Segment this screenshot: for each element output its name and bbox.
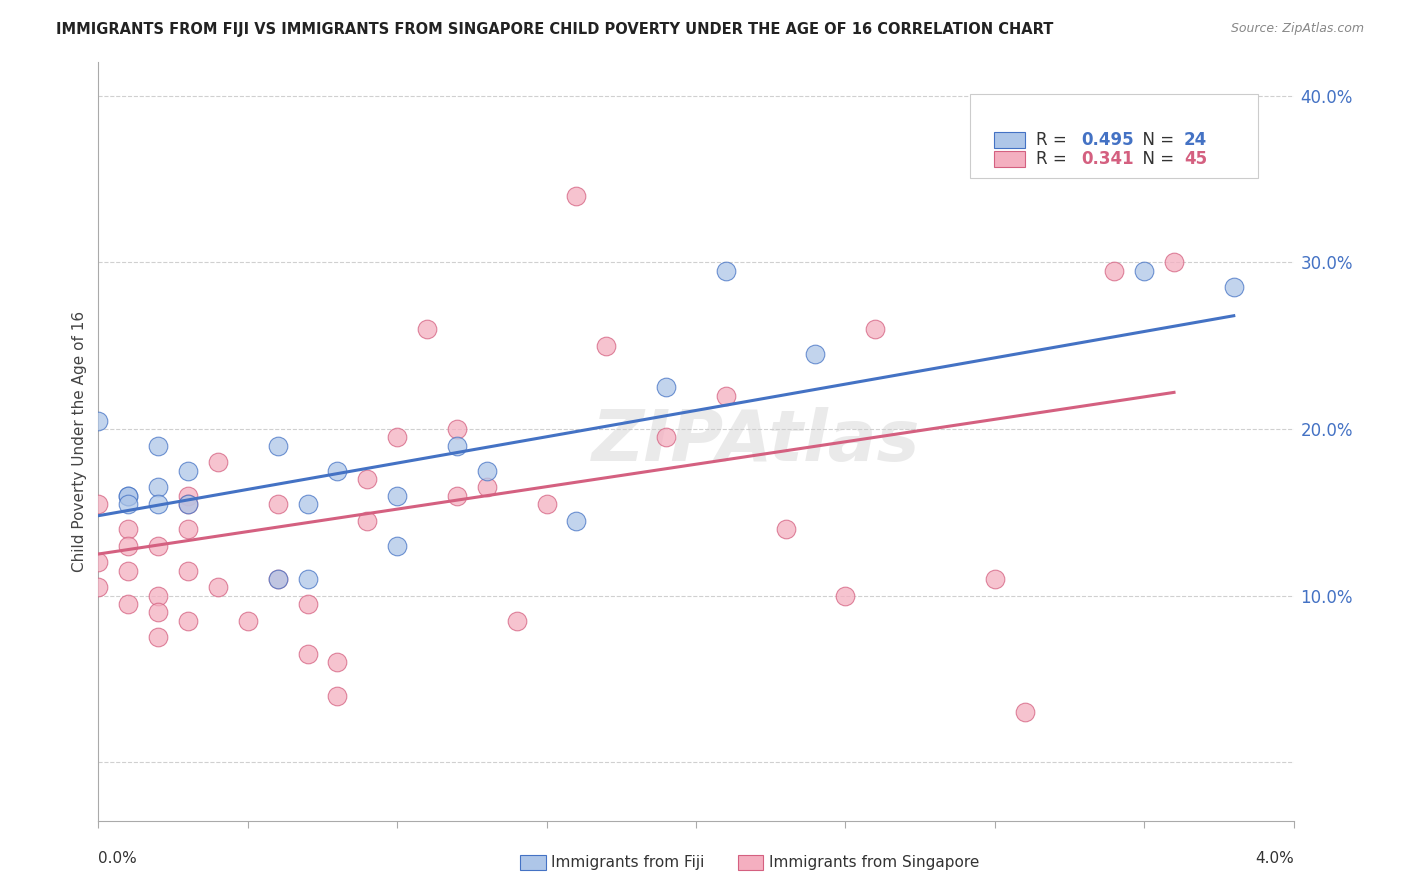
Point	[714, 264, 737, 278]
Point	[385, 539, 409, 553]
Point	[87, 555, 110, 569]
Text: 4.0%: 4.0%	[1254, 851, 1294, 866]
Point	[1014, 706, 1036, 720]
Point	[148, 605, 170, 619]
Point	[148, 589, 170, 603]
Point	[655, 430, 678, 444]
Text: N =: N =	[1132, 131, 1180, 149]
Point	[236, 614, 259, 628]
Point	[177, 497, 200, 511]
Text: R =: R =	[1036, 131, 1073, 149]
Point	[177, 614, 200, 628]
Text: R =: R =	[1036, 150, 1073, 169]
Point	[267, 497, 290, 511]
Text: Source: ZipAtlas.com: Source: ZipAtlas.com	[1230, 22, 1364, 36]
Point	[475, 464, 498, 478]
Text: 24: 24	[1184, 131, 1208, 149]
Text: Immigrants from Singapore: Immigrants from Singapore	[769, 855, 980, 870]
Point	[297, 647, 319, 661]
Point	[416, 322, 439, 336]
Point	[804, 347, 827, 361]
Point	[148, 439, 170, 453]
Point	[984, 572, 1007, 586]
Point	[356, 514, 378, 528]
Point	[148, 480, 170, 494]
Point	[565, 514, 588, 528]
Point	[655, 380, 678, 394]
Text: N =: N =	[1132, 150, 1180, 169]
Point	[207, 455, 229, 469]
Point	[117, 539, 139, 553]
Point	[775, 522, 797, 536]
Text: 0.495: 0.495	[1081, 131, 1133, 149]
Point	[595, 339, 617, 353]
Point	[148, 539, 170, 553]
Point	[117, 597, 139, 611]
Point	[267, 572, 290, 586]
Point	[326, 464, 349, 478]
Point	[446, 422, 468, 436]
Point	[177, 489, 200, 503]
Point	[117, 489, 139, 503]
Point	[297, 497, 319, 511]
Point	[297, 572, 319, 586]
Text: 0.341: 0.341	[1081, 150, 1133, 169]
Point	[177, 522, 200, 536]
Point	[446, 439, 468, 453]
Point	[385, 489, 409, 503]
Point	[506, 614, 529, 628]
Text: IMMIGRANTS FROM FIJI VS IMMIGRANTS FROM SINGAPORE CHILD POVERTY UNDER THE AGE OF: IMMIGRANTS FROM FIJI VS IMMIGRANTS FROM …	[56, 22, 1053, 37]
Point	[267, 572, 290, 586]
Point	[1223, 280, 1246, 294]
Point	[177, 564, 200, 578]
Point	[326, 689, 349, 703]
Point	[356, 472, 378, 486]
Point	[117, 564, 139, 578]
Point	[87, 414, 110, 428]
Y-axis label: Child Poverty Under the Age of 16: Child Poverty Under the Age of 16	[72, 311, 87, 572]
Point	[1163, 255, 1185, 269]
Point	[207, 580, 229, 594]
Point	[446, 489, 468, 503]
Point	[87, 497, 110, 511]
Text: 45: 45	[1184, 150, 1206, 169]
Point	[177, 497, 200, 511]
Point	[148, 497, 170, 511]
Point	[267, 439, 290, 453]
Point	[714, 389, 737, 403]
Point	[385, 430, 409, 444]
Point	[297, 597, 319, 611]
Point	[565, 188, 588, 202]
Point	[117, 522, 139, 536]
Point	[177, 464, 200, 478]
Point	[148, 631, 170, 645]
Point	[326, 656, 349, 670]
Point	[834, 589, 856, 603]
Point	[475, 480, 498, 494]
Point	[1104, 264, 1126, 278]
Point	[536, 497, 558, 511]
Point	[1133, 264, 1156, 278]
Point	[117, 497, 139, 511]
Point	[87, 580, 110, 594]
Text: Immigrants from Fiji: Immigrants from Fiji	[551, 855, 704, 870]
Text: ZIPAtlas: ZIPAtlas	[592, 407, 920, 476]
Text: 0.0%: 0.0%	[98, 851, 138, 866]
Point	[117, 489, 139, 503]
Point	[865, 322, 887, 336]
